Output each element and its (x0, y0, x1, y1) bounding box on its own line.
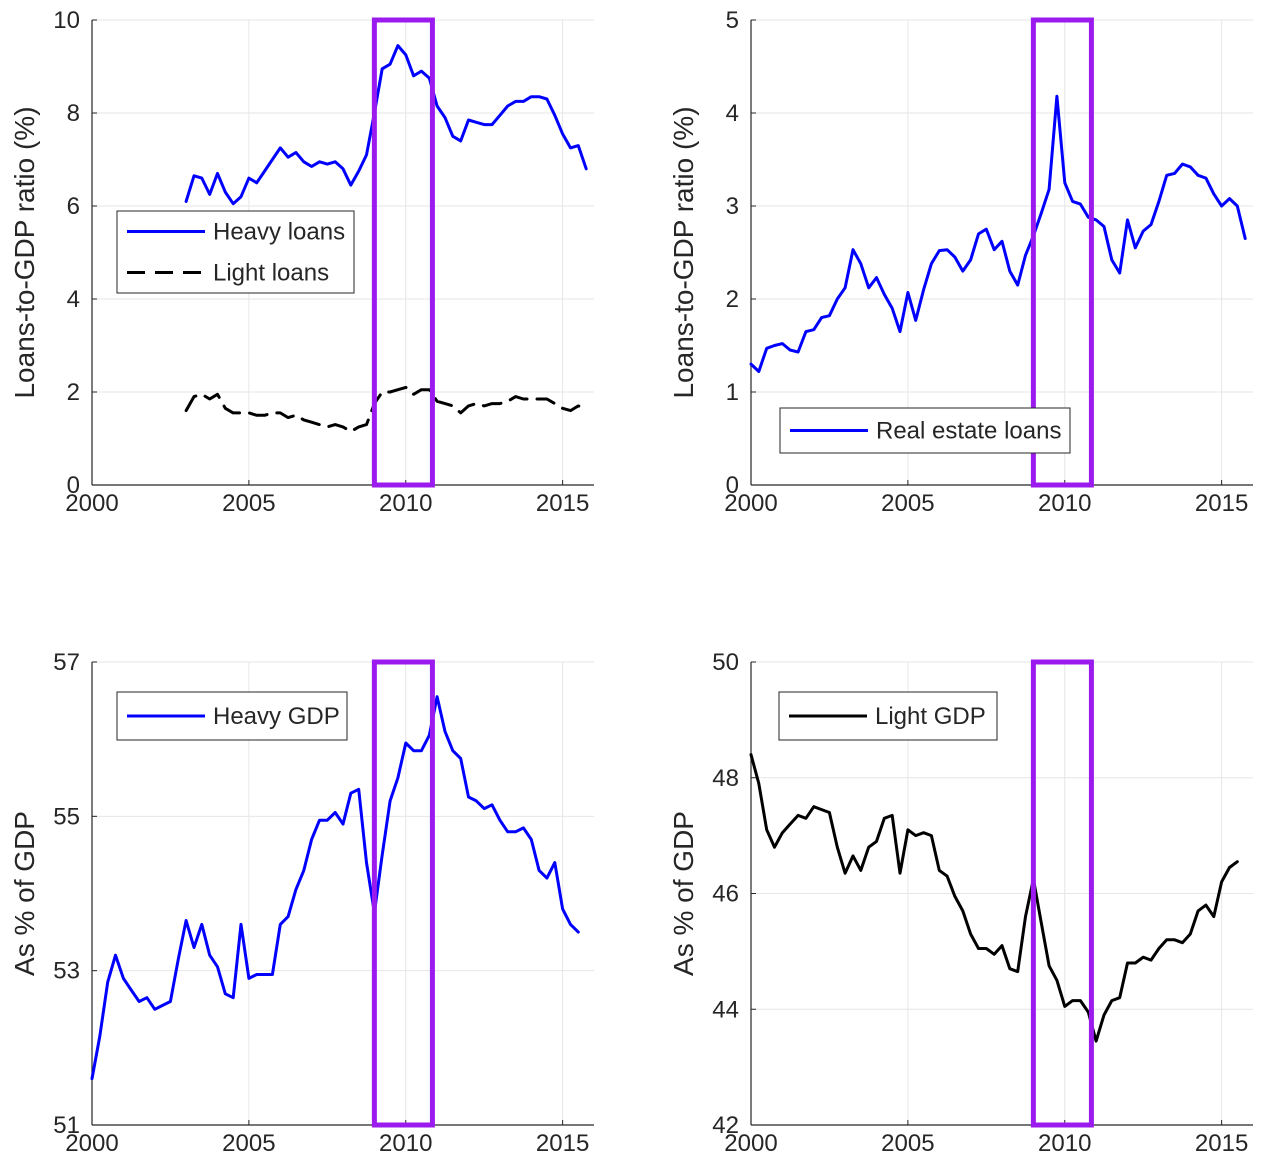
y-tick-label: 44 (712, 996, 739, 1023)
y-tick-label: 8 (67, 100, 80, 127)
y-axis-label: As % of GDP (668, 811, 699, 976)
y-tick-label: 48 (712, 765, 739, 792)
y-axis-label: As % of GDP (9, 811, 40, 976)
x-tick-label: 2010 (379, 490, 432, 517)
legend-label: Heavy GDP (213, 703, 340, 730)
series-line-heavy-loans (184, 44, 588, 206)
x-tick-label: 2015 (1195, 490, 1248, 517)
y-axis-label: Loans-to-GDP ratio (%) (9, 106, 40, 398)
x-tick-label: 2015 (536, 490, 589, 517)
x-tick-label: 2005 (881, 1130, 934, 1157)
x-tick-label: 2015 (1195, 1130, 1248, 1157)
x-tick-label: 2010 (379, 1130, 432, 1157)
x-tick-label: 2000 (724, 490, 777, 517)
y-tick-label: 53 (53, 958, 80, 985)
highlight-box (1030, 17, 1094, 488)
y-tick-label: 2 (726, 286, 739, 313)
legend-label: Light GDP (875, 703, 986, 730)
y-tick-label: 4 (67, 286, 80, 313)
legend-label: Real estate loans (876, 418, 1061, 445)
y-tick-label: 46 (712, 881, 739, 908)
legend: Light GDP (778, 691, 998, 741)
y-tick-label: 42 (712, 1112, 739, 1139)
x-tick-label: 2000 (724, 1130, 777, 1157)
x-tick-label: 2010 (1038, 490, 1091, 517)
x-tick-label: 2000 (65, 1130, 118, 1157)
series-line-light-loans (184, 385, 588, 433)
y-tick-label: 6 (67, 193, 80, 220)
y-tick-label: 10 (53, 7, 80, 34)
highlight-box (371, 17, 435, 488)
x-tick-label: 2005 (881, 490, 934, 517)
y-axis-label: Loans-to-GDP ratio (%) (668, 106, 699, 398)
legend: Heavy GDP (116, 691, 348, 741)
y-tick-label: 1 (726, 379, 739, 406)
y-tick-label: 0 (726, 472, 739, 499)
x-tick-label: 2000 (65, 490, 118, 517)
chart-panel-3: 2000 2005 2010 2015 51 53 55 57 As % of GDP Heavy… (9, 649, 594, 1157)
chart-panel-2: 2000 2005 2010 2015 0 1 2 3 4 5 Loans-to-GDP ratio… (668, 7, 1253, 517)
y-tick-label: 55 (53, 803, 80, 830)
series-line-light-gdp (749, 753, 1239, 1043)
chart-panel-4: 2000 2005 2010 2015 42 44 46 48 50 As % of GDP Lig… (668, 649, 1253, 1157)
y-tick-label: 57 (53, 649, 80, 676)
x-tick-label: 2010 (1038, 1130, 1091, 1157)
series-line-real-estate-loans (749, 94, 1247, 373)
highlight-box (1030, 659, 1094, 1128)
y-tick-label: 3 (726, 193, 739, 220)
series-line-heavy-gdp (90, 695, 580, 1081)
legend: Real estate loans (779, 407, 1071, 454)
legend-box (116, 691, 348, 741)
y-tick-label: 2 (67, 379, 80, 406)
chart-panel-1: 2000 2005 2010 2015 0 2 4 6 8 10 Loans-to-GDP rati… (9, 7, 594, 517)
x-tick-label: 2015 (536, 1130, 589, 1157)
y-tick-label: 50 (712, 649, 739, 676)
y-tick-label: 4 (726, 100, 739, 127)
x-tick-label: 2005 (222, 490, 275, 517)
highlight-box (371, 659, 435, 1128)
y-tick-label: 5 (726, 7, 739, 34)
x-tick-label: 2005 (222, 1130, 275, 1157)
legend-box (116, 210, 355, 294)
y-tick-label: 51 (53, 1112, 80, 1139)
y-tick-label: 0 (67, 472, 80, 499)
legend-label: Heavy loans (213, 219, 345, 246)
legend: Heavy loans Light loans (116, 210, 355, 294)
legend-label: Light loans (213, 260, 329, 287)
